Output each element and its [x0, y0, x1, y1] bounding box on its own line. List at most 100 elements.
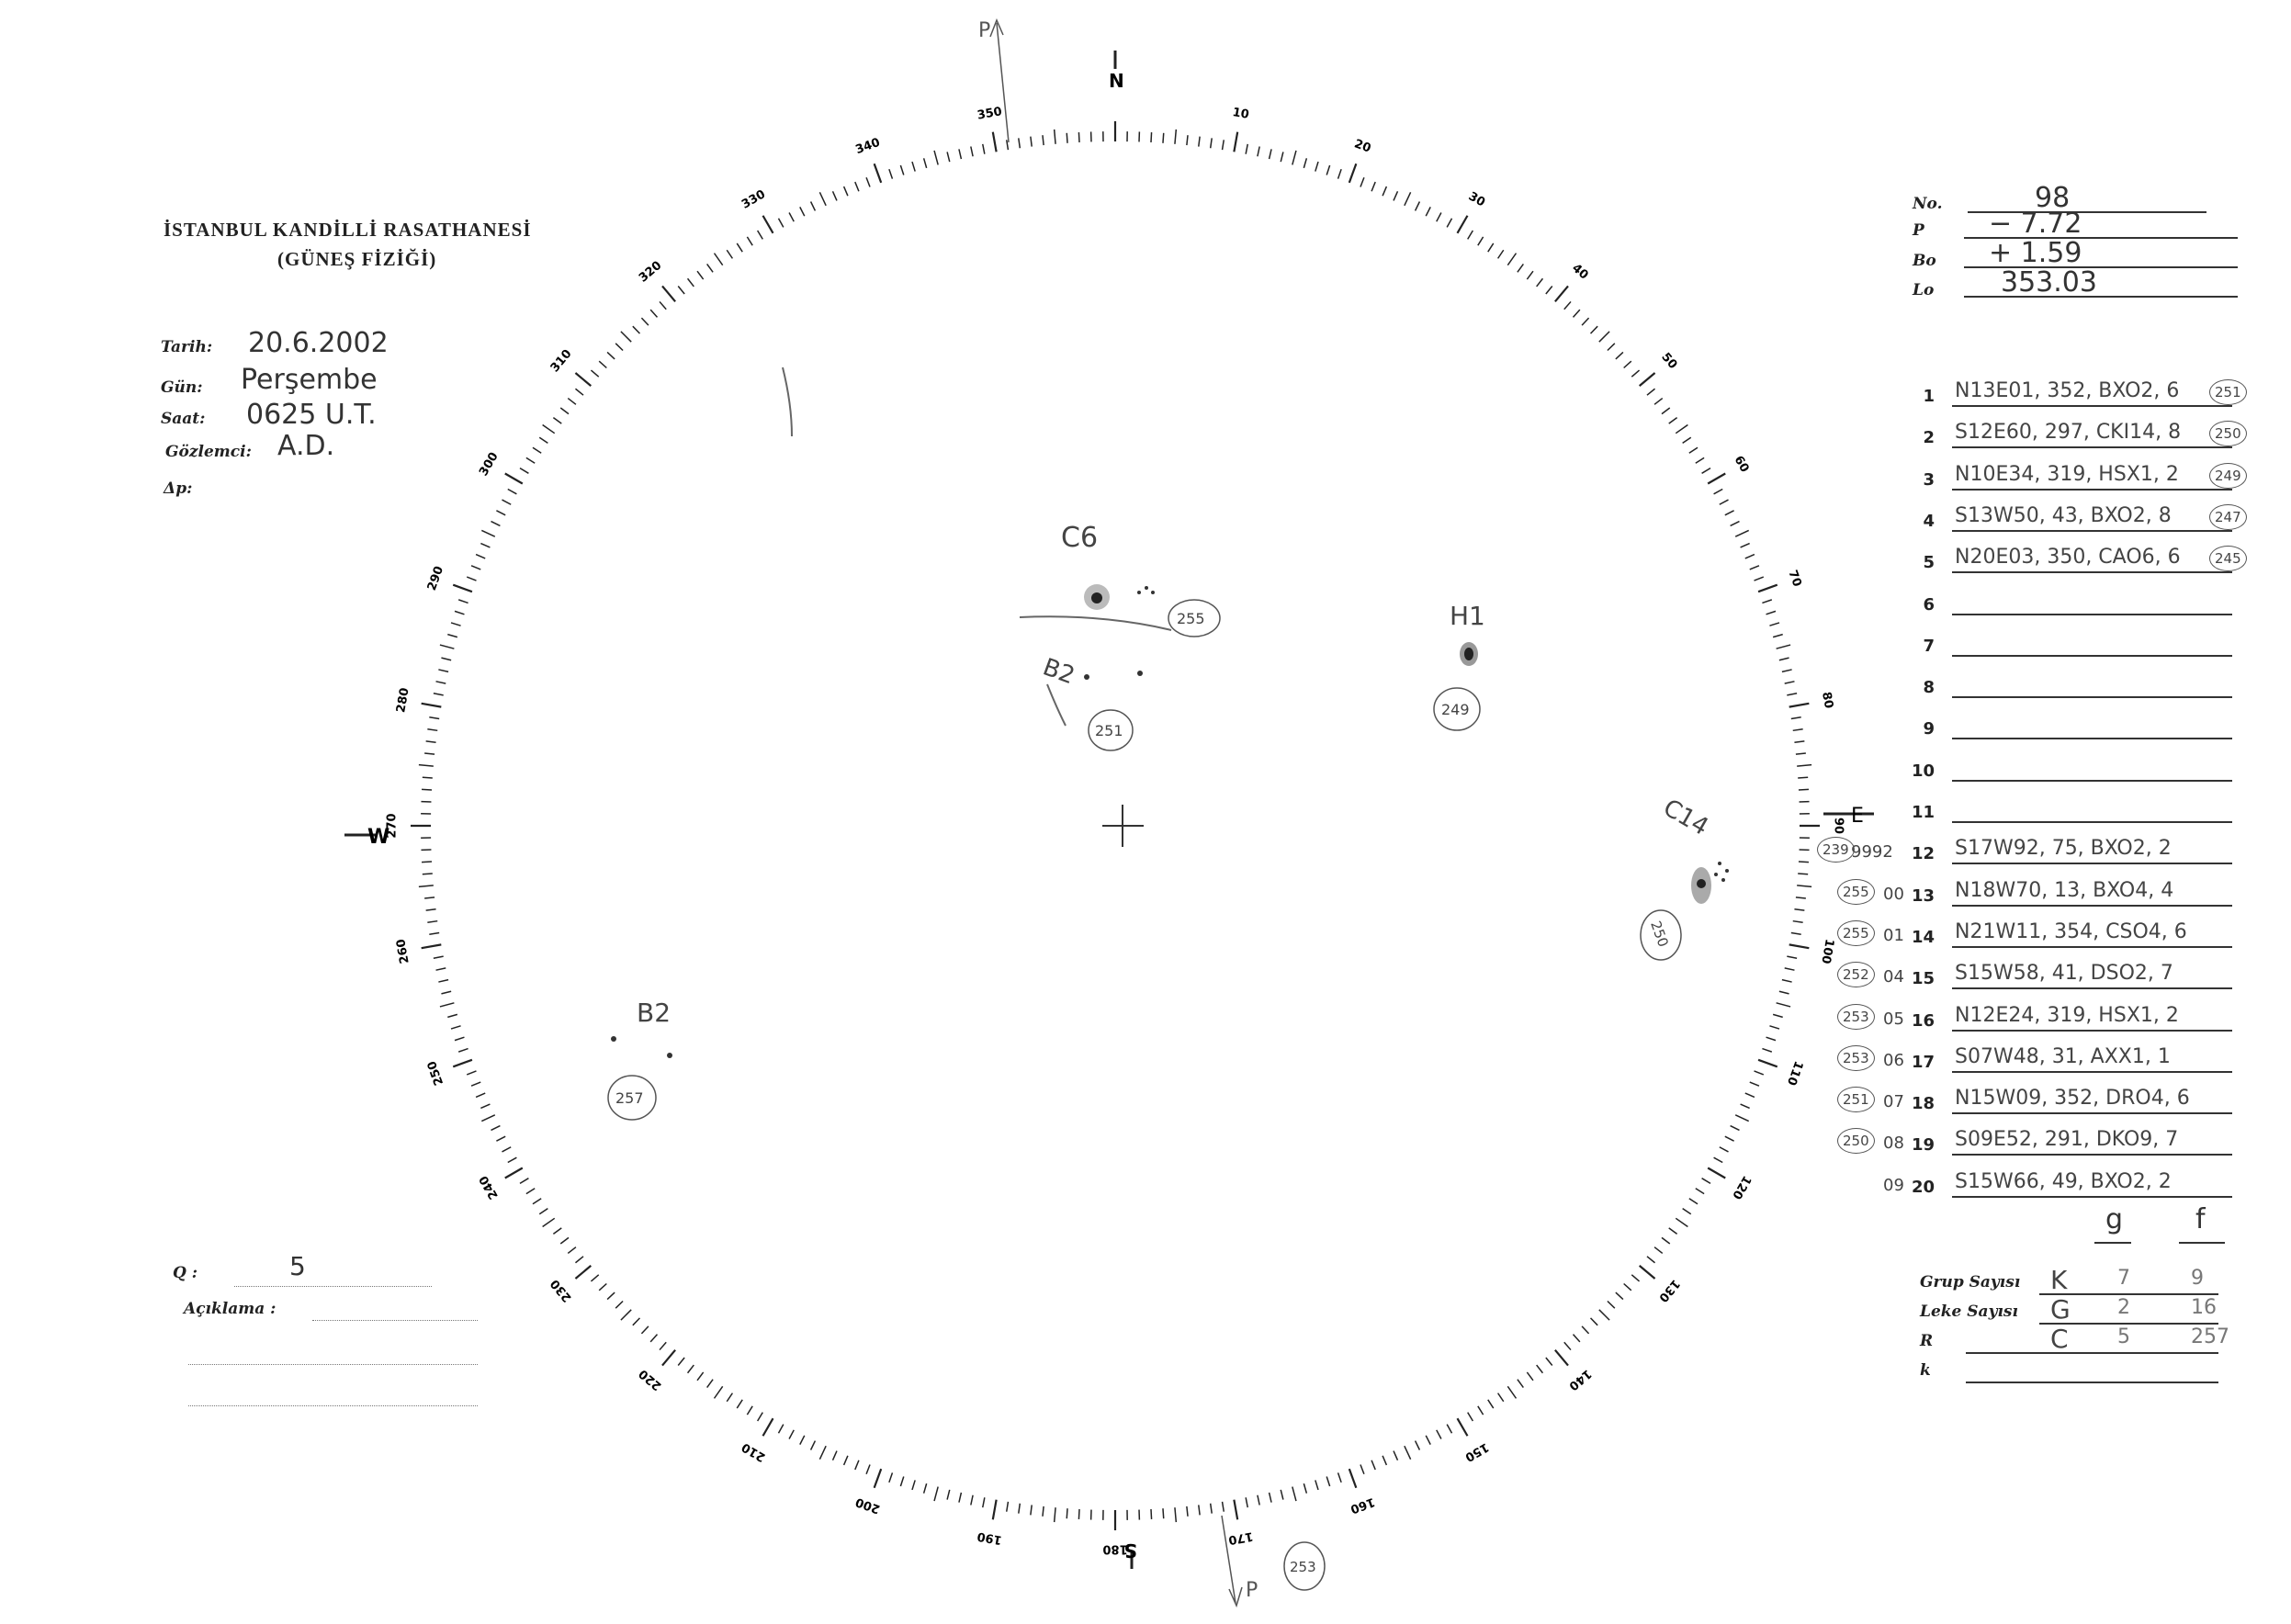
- degree-tick: [1337, 1472, 1342, 1483]
- degree-tick: [1268, 1492, 1272, 1503]
- group-entry: N21W11, 354, CSO4, 6: [1955, 919, 2187, 943]
- degree-tick: [1209, 138, 1213, 149]
- degree-tick: [620, 331, 632, 343]
- degree-tick: [475, 553, 486, 559]
- degree-tick: [1414, 1440, 1421, 1450]
- degree-tick: [1730, 1124, 1740, 1132]
- institute-title: İSTANBUL KANDİLLİ RASATHANESİ: [164, 219, 532, 241]
- degree-tick: [559, 407, 570, 415]
- north-label: N: [1109, 70, 1124, 92]
- degree-tick: [427, 919, 438, 923]
- degree-tick: [1713, 488, 1723, 495]
- degree-tick: [433, 693, 444, 696]
- degree-tick: [1563, 300, 1572, 310]
- degree-tick: [1792, 919, 1803, 923]
- degree-tick: [1198, 1505, 1201, 1516]
- degree-tick: [1682, 1207, 1692, 1215]
- degree-label: 320: [637, 259, 664, 286]
- degree-tick: [1186, 135, 1189, 146]
- degree-tick: [1078, 1508, 1080, 1520]
- group-entry: S15W58, 41, DSO2, 7: [1955, 962, 2173, 986]
- degree-tick: [454, 610, 465, 615]
- degree-tick: [1150, 1508, 1153, 1520]
- degree-tick: [1348, 163, 1358, 184]
- g-header: g: [2105, 1203, 2124, 1235]
- totals-a: C: [2050, 1324, 2069, 1354]
- degree-tick: [1668, 1227, 1678, 1235]
- degree-label: 90: [1832, 818, 1845, 834]
- degree-tick: [507, 1156, 517, 1164]
- totals-b: 2: [2117, 1296, 2130, 1319]
- degree-tick: [450, 622, 461, 626]
- degree-tick: [854, 1460, 860, 1471]
- degree-tick: [788, 212, 795, 222]
- degree-tick: [1769, 622, 1780, 626]
- degree-label: 80: [1819, 691, 1835, 709]
- degree-tick: [1772, 633, 1783, 638]
- degree-tick: [433, 955, 444, 959]
- p-axis-bottom-label: P: [1246, 1579, 1258, 1602]
- degree-tick: [677, 286, 685, 295]
- degree-tick: [502, 499, 512, 505]
- degree-tick: [1623, 360, 1632, 369]
- degree-tick: [504, 1167, 524, 1179]
- degree-tick: [1404, 1445, 1412, 1460]
- degree-tick: [1638, 1265, 1656, 1280]
- east-label: E: [1851, 805, 1864, 828]
- degree-tick: [661, 285, 676, 303]
- degree-label: 310: [548, 347, 575, 375]
- degree-tick: [1695, 457, 1705, 464]
- degree-tick: [470, 565, 481, 570]
- degree-tick: [1740, 542, 1750, 548]
- degree-tick: [615, 1300, 624, 1309]
- sunspot-group-c6: C6 255: [1061, 522, 1221, 637]
- date-value: 20.6.2002: [248, 327, 389, 359]
- degree-label: 280: [394, 687, 412, 714]
- degree-tick: [1719, 499, 1729, 505]
- degree-tick: [457, 599, 468, 604]
- degree-tick: [1292, 1486, 1297, 1502]
- degree-tick: [1245, 1497, 1248, 1508]
- group-entry: N12E24, 319, HSX1, 2: [1955, 1003, 2179, 1027]
- degree-tick: [1414, 201, 1421, 211]
- degree-tick: [1787, 955, 1798, 959]
- group-circled-number: 247: [2209, 503, 2247, 530]
- degree-tick: [525, 457, 536, 464]
- degree-tick: [435, 681, 446, 684]
- degree-tick: [818, 1445, 827, 1460]
- degree-tick: [1005, 140, 1010, 151]
- degree-tick: [1066, 132, 1068, 143]
- degree-tick: [1572, 309, 1581, 318]
- degree-tick: [1754, 576, 1765, 581]
- svg-text:C6: C6: [1061, 522, 1098, 554]
- degree-tick: [1572, 1334, 1581, 1343]
- degree-tick: [756, 1412, 763, 1422]
- totals-a: K: [2050, 1265, 2068, 1295]
- svg-text:249: 249: [1441, 701, 1470, 718]
- degree-tick: [590, 1274, 600, 1282]
- degree-tick: [1326, 164, 1331, 175]
- degree-tick: [1794, 908, 1805, 911]
- degree-tick: [649, 309, 659, 318]
- degree-tick: [1789, 702, 1810, 708]
- degree-tick: [1682, 436, 1692, 445]
- group-circled-number: 255: [1837, 878, 1875, 905]
- group-circled-number: 245: [2209, 546, 2247, 572]
- degree-label: 250: [425, 1059, 446, 1088]
- degree-tick: [1615, 351, 1624, 360]
- degree-tick: [496, 1135, 506, 1142]
- degree-tick: [1554, 285, 1569, 303]
- degree-tick: [424, 897, 435, 899]
- degree-tick: [1315, 161, 1319, 172]
- degree-tick: [475, 1092, 486, 1099]
- degree-tick: [982, 143, 986, 154]
- degree-tick: [888, 168, 894, 179]
- degree-tick: [606, 351, 615, 360]
- degree-tick: [1326, 1476, 1331, 1487]
- degree-tick: [809, 1440, 817, 1450]
- degree-tick: [567, 1246, 577, 1255]
- degree-tick: [970, 1494, 974, 1506]
- sunspot-group-h1: H1 249: [1433, 601, 1485, 731]
- degree-tick: [438, 669, 449, 673]
- degree-tick: [1446, 1424, 1453, 1434]
